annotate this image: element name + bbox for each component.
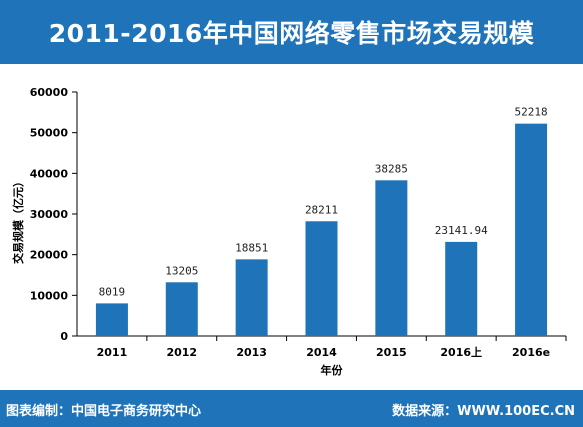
y-tick-label: 20000 xyxy=(30,249,69,262)
bar-value-label: 28211 xyxy=(305,203,338,216)
data-source: 数据来源：WWW.100EC.CN xyxy=(392,404,575,419)
bar-value-label: 8019 xyxy=(99,285,126,298)
y-tick-label: 60000 xyxy=(30,86,69,99)
bar-chart: 0 10000 20000 30000 40000 50000 60000 8019 2011 1… xyxy=(11,86,567,377)
y-tick-label: 0 xyxy=(60,330,68,343)
y-tick-label: 40000 xyxy=(30,167,69,180)
bar-value-label: 52218 xyxy=(515,106,548,119)
page-title: 2011-2016年中国网络零售市场交易规模 xyxy=(48,19,535,48)
x-tick-label: 2014 xyxy=(306,346,337,359)
bar xyxy=(235,259,268,336)
bar xyxy=(445,241,478,336)
bar xyxy=(95,303,128,336)
y-axis-title: 交易规模（亿元） xyxy=(11,176,25,264)
x-tick-label: 2011 xyxy=(97,346,128,359)
y-tick-label: 50000 xyxy=(30,127,69,140)
bar xyxy=(165,282,198,336)
bar-value-label: 38285 xyxy=(375,162,408,175)
x-tick-label: 2016上 xyxy=(440,345,482,359)
x-tick-label: 2013 xyxy=(236,346,267,359)
x-tick-label: 2015 xyxy=(376,346,407,359)
footer-banner: 图表编制：中国电子商务研究中心 数据来源：WWW.100EC.CN xyxy=(0,390,583,427)
chart-credit: 图表编制：中国电子商务研究中心 xyxy=(6,404,202,419)
y-tick-label: 10000 xyxy=(30,289,69,302)
x-tick-label: 2016e xyxy=(512,346,550,359)
title-banner: 2011-2016年中国网络零售市场交易规模 xyxy=(0,0,583,64)
x-axis-title: 年份 xyxy=(321,363,344,377)
chart-area: 0 10000 20000 30000 40000 50000 60000 8019 2011 1… xyxy=(0,64,583,390)
bar xyxy=(515,123,548,336)
bar-value-label: 13205 xyxy=(165,264,198,277)
y-tick-label: 30000 xyxy=(30,208,69,221)
bar-value-label: 23141.94 xyxy=(435,224,488,237)
bar xyxy=(305,221,338,336)
bar-value-label: 18851 xyxy=(235,241,268,254)
bar xyxy=(375,180,408,336)
x-tick-label: 2012 xyxy=(166,346,197,359)
